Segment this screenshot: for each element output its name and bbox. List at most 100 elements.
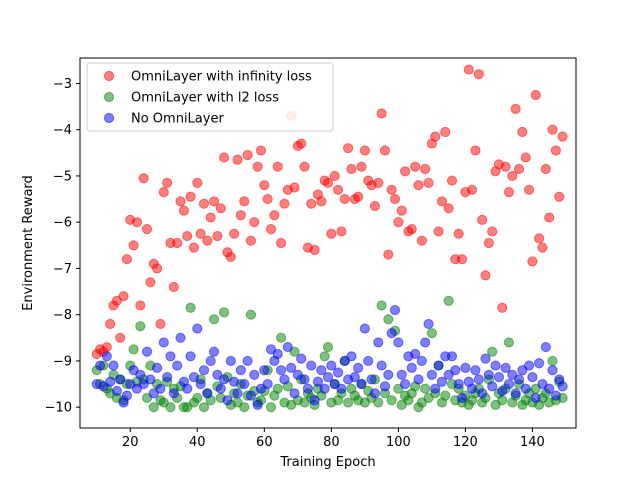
data-point-s1-46 [245,309,257,320]
data-point-s2-78 [353,362,364,373]
data-point-s0-127 [517,126,528,138]
data-point-s0-65 [309,244,320,256]
data-point-s1-28 [185,302,196,313]
data-point-s2-55 [275,365,287,376]
data-point-s2-72 [332,367,344,378]
data-point-s2-89 [389,304,401,316]
data-point-s0-122 [500,161,511,172]
data-point-s0-51 [262,193,273,205]
data-point-s1-30 [192,392,203,404]
data-point-s2-23 [168,388,179,399]
data-point-s1-84 [373,397,384,408]
data-point-s2-22 [165,351,176,362]
data-point-s2-131 [530,392,541,404]
data-point-s2-15 [141,346,153,357]
data-point-s2-107 [450,365,461,376]
plot-frame [79,57,577,429]
data-point-s2-114 [473,374,484,385]
data-point-s1-55 [275,332,287,343]
data-point-s2-31 [195,378,206,390]
data-point-s2-139 [557,381,568,392]
data-point-s0-87 [383,249,394,260]
data-point-s1-136 [547,355,558,367]
data-point-s1-69 [322,341,334,353]
data-point-s0-124 [507,170,518,182]
data-point-s2-46 [245,390,257,401]
x-axis-title: Training Epoch [279,455,375,470]
data-point-s2-101 [430,383,441,394]
data-point-s0-118 [487,226,498,237]
data-point-s0-21 [162,177,173,188]
data-point-s1-98 [420,383,431,394]
data-point-s2-42 [232,388,243,399]
data-point-s0-40 [225,251,236,262]
data-point-s2-126 [513,374,525,385]
data-point-s2-27 [182,383,193,394]
data-point-s2-39 [222,395,233,406]
data-point-s0-123 [503,187,515,198]
data-point-s0-54 [272,161,283,172]
data-point-s2-13 [135,369,146,380]
y-tick-label-0: −10 [45,401,72,416]
data-point-s2-9 [121,390,133,401]
data-point-s2-50 [259,365,270,376]
data-point-s1-17 [148,402,159,413]
data-point-s0-92 [399,166,411,177]
data-point-s0-37 [215,203,226,214]
data-point-s2-67 [316,365,327,376]
data-point-s2-85 [376,360,387,371]
data-point-s0-80 [359,145,370,156]
data-point-s0-130 [527,256,538,267]
data-point-s2-32 [198,365,210,376]
data-point-s0-27 [182,230,193,242]
data-point-s0-53 [269,210,280,221]
x-tick-label-4: 100 [386,435,411,450]
data-point-s2-128 [520,383,531,394]
data-point-s1-11 [128,344,139,355]
data-point-s0-26 [178,205,189,216]
data-point-s0-102 [433,226,444,237]
data-point-s1-118 [487,346,498,357]
data-point-s0-42 [232,154,243,165]
data-point-s2-137 [550,390,561,401]
data-point-s0-34 [205,212,216,223]
data-point-s2-33 [202,388,213,399]
data-point-s0-125 [510,103,521,114]
data-point-s0-133 [537,242,548,253]
data-point-s2-109 [456,392,468,404]
data-point-s0-132 [534,233,545,244]
data-point-s2-98 [420,337,431,348]
data-point-s2-94 [406,362,417,373]
data-point-s2-30 [192,323,203,334]
data-point-s0-55 [275,237,287,249]
data-point-s0-25 [175,196,186,207]
data-point-s0-99 [423,177,434,188]
data-point-s2-82 [366,374,377,385]
data-point-s0-94 [406,224,417,235]
data-point-s0-3 [101,341,112,353]
data-point-s0-85 [376,108,387,119]
data-point-s0-128 [520,152,531,163]
data-point-s2-25 [175,332,186,343]
data-point-s0-104 [440,126,451,138]
legend-label-2: No OmniLayer [131,112,224,127]
data-point-s2-38 [219,374,230,385]
data-point-s2-77 [349,372,360,383]
data-point-s2-3 [101,351,112,362]
data-point-s2-61 [296,353,307,364]
data-point-s2-28 [185,351,196,362]
legend-marker-0 [103,70,115,82]
data-point-s2-110 [460,362,471,373]
data-point-s2-99 [423,318,434,330]
data-point-s0-135 [544,212,555,223]
data-point-s2-112 [467,383,478,394]
data-point-s0-61 [296,138,307,149]
legend-label-0: OmniLayer with infinity loss [131,70,312,85]
y-tick-label-7: −3 [53,77,72,92]
data-point-s2-106 [446,351,458,362]
data-point-s0-50 [259,180,270,191]
data-point-s2-118 [487,381,498,392]
data-point-s1-68 [319,351,330,362]
data-point-s0-49 [255,145,267,156]
data-point-s0-78 [353,191,364,202]
